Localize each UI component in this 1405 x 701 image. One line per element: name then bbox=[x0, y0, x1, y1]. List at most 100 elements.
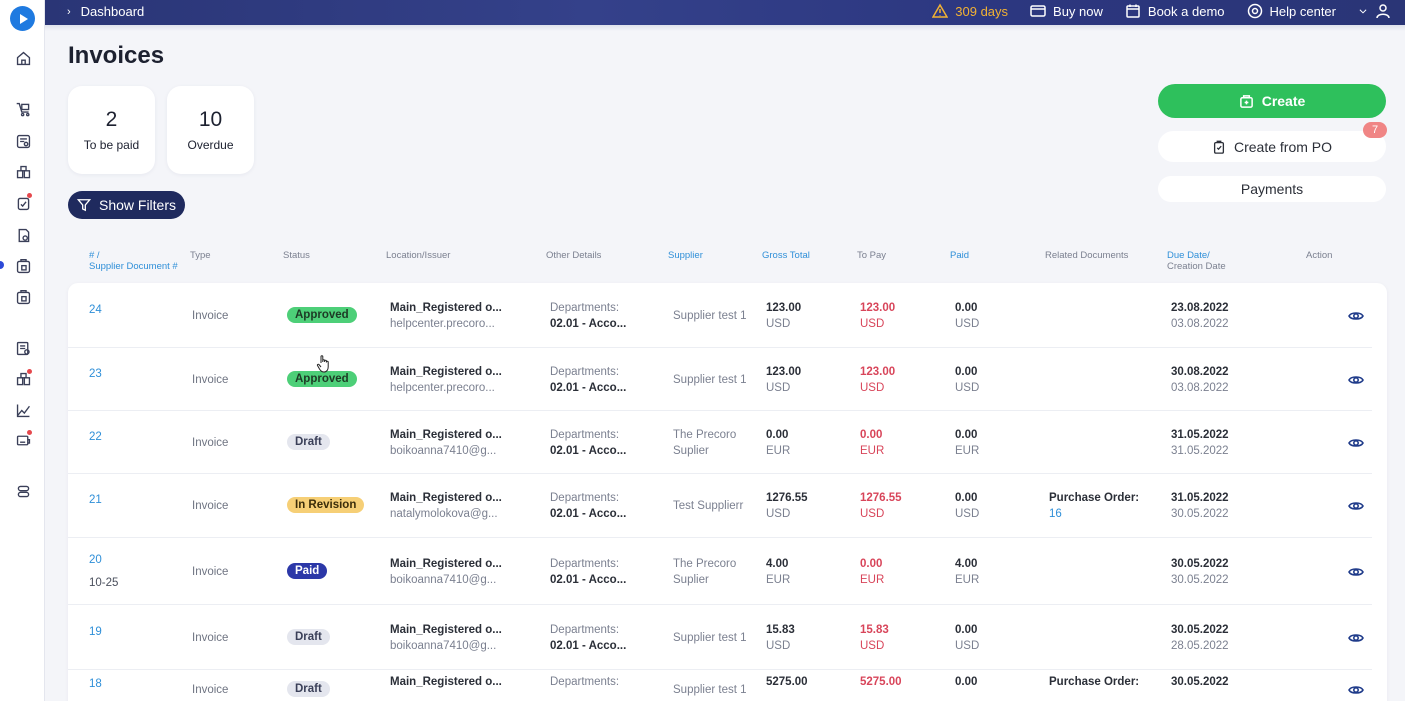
supplier-name: Supplier test 1 bbox=[673, 374, 747, 386]
invoice-number-link[interactable]: 23 bbox=[89, 368, 102, 380]
view-eye-icon[interactable] bbox=[1348, 630, 1364, 646]
orders-icon[interactable] bbox=[13, 131, 33, 151]
table-row[interactable] bbox=[68, 411, 1372, 474]
invoice-type: Invoice bbox=[192, 684, 229, 696]
issuer-email: helpcenter.precoro... bbox=[390, 382, 495, 394]
inventory-icon[interactable] bbox=[13, 369, 33, 389]
to-pay-currency: EUR bbox=[860, 574, 885, 586]
help-center-link[interactable]: Help center bbox=[1247, 3, 1336, 19]
column-to-pay: To Pay bbox=[857, 250, 887, 261]
view-eye-icon[interactable] bbox=[1348, 372, 1364, 388]
status-badge: Paid bbox=[287, 563, 328, 579]
view-eye-icon[interactable] bbox=[1348, 498, 1364, 514]
book-demo-link[interactable]: Book a demo bbox=[1125, 3, 1225, 19]
table-row[interactable] bbox=[68, 474, 1372, 538]
invoice-number-link[interactable]: 22 bbox=[89, 431, 102, 443]
payments-button[interactable]: Payments bbox=[1158, 176, 1386, 202]
table-row[interactable] bbox=[68, 605, 1372, 670]
status-badge: Approved bbox=[287, 371, 357, 387]
user-menu[interactable] bbox=[1358, 3, 1391, 19]
gross-currency: USD bbox=[766, 640, 791, 652]
departments-label: Departments: bbox=[550, 302, 620, 314]
column-gross-total[interactable]: Gross Total bbox=[762, 250, 810, 261]
column-status: Status bbox=[283, 250, 310, 261]
supplier-name-cont: Suplier bbox=[673, 445, 709, 457]
issuer-email: helpcenter.precoro... bbox=[390, 318, 495, 330]
paid-currency: EUR bbox=[955, 574, 980, 586]
invoice-number-link[interactable]: 18 bbox=[89, 678, 102, 690]
stat-label: To be paid bbox=[83, 138, 140, 152]
to-pay-amount: 123.00 bbox=[860, 366, 896, 378]
table-row[interactable] bbox=[68, 348, 1372, 411]
create-button[interactable]: Create bbox=[1158, 84, 1386, 118]
invoice-number-link[interactable]: 19 bbox=[89, 626, 102, 638]
settings-stack-icon[interactable] bbox=[13, 481, 33, 501]
location-name: Main_Registered o... bbox=[390, 429, 502, 441]
to-pay-amount: 123.00 bbox=[860, 302, 896, 314]
suppliers-icon[interactable] bbox=[13, 162, 33, 182]
to-pay-amount: 5275.00 bbox=[860, 676, 902, 688]
to-pay-currency: USD bbox=[860, 640, 885, 652]
paid-amount: 0.00 bbox=[955, 676, 978, 688]
paid-amount: 4.00 bbox=[955, 558, 978, 570]
sidebar bbox=[0, 0, 45, 701]
credit-card-icon bbox=[1030, 5, 1046, 17]
buy-now-link[interactable]: Buy now bbox=[1030, 3, 1103, 19]
receipts-icon[interactable] bbox=[13, 225, 33, 245]
issuer-email: boikoanna7410@g... bbox=[390, 640, 497, 652]
create-from-po-button[interactable]: Create from PO bbox=[1158, 131, 1386, 162]
paid-currency: USD bbox=[955, 640, 980, 652]
expenses-icon[interactable] bbox=[13, 338, 33, 358]
notification-dot bbox=[27, 430, 32, 435]
creation-date: 03.08.2022 bbox=[1171, 382, 1229, 394]
invoices-icon[interactable] bbox=[13, 256, 33, 276]
stat-overdue[interactable]: 10 Overdue bbox=[167, 86, 254, 174]
warehouse-icon[interactable] bbox=[13, 430, 33, 450]
budgets-icon[interactable] bbox=[13, 287, 33, 307]
creation-date: 30.05.2022 bbox=[1171, 574, 1229, 586]
stat-label: Overdue bbox=[187, 138, 234, 152]
lifebuoy-icon bbox=[1247, 3, 1262, 19]
column-number[interactable]: # / Supplier Document # bbox=[89, 250, 178, 272]
trial-days-indicator[interactable]: 309 days bbox=[932, 3, 1008, 19]
gross-currency: EUR bbox=[766, 445, 791, 457]
show-filters-button[interactable]: Show Filters bbox=[68, 191, 185, 219]
home-icon[interactable] bbox=[13, 48, 33, 68]
supplier-name: Supplier test 1 bbox=[673, 684, 747, 696]
chevron-down-icon bbox=[1359, 9, 1367, 14]
notification-dot bbox=[27, 193, 32, 198]
creation-date: 28.05.2022 bbox=[1171, 640, 1229, 652]
view-eye-icon[interactable] bbox=[1348, 682, 1364, 698]
due-date: 23.08.2022 bbox=[1171, 302, 1229, 314]
notification-dot bbox=[27, 369, 32, 374]
stat-to-be-paid[interactable]: 2 To be paid bbox=[68, 86, 155, 174]
view-eye-icon[interactable] bbox=[1348, 308, 1364, 324]
purchase-requests-icon[interactable] bbox=[13, 99, 33, 119]
departments-label: Departments: bbox=[550, 429, 620, 441]
precoro-logo-icon[interactable] bbox=[10, 6, 35, 31]
column-due-date[interactable]: Due Date/Creation Date bbox=[1167, 250, 1226, 272]
invoice-number-link[interactable]: 21 bbox=[89, 494, 102, 506]
breadcrumb-dashboard[interactable]: Dashboard bbox=[80, 4, 145, 19]
column-supplier[interactable]: Supplier bbox=[668, 250, 703, 261]
gross-total: 0.00 bbox=[766, 429, 789, 441]
column-paid[interactable]: Paid bbox=[950, 250, 970, 261]
location-name: Main_Registered o... bbox=[390, 676, 502, 688]
view-eye-icon[interactable] bbox=[1348, 564, 1364, 580]
view-eye-icon[interactable] bbox=[1348, 435, 1364, 451]
table-row[interactable] bbox=[68, 538, 1372, 605]
invoice-number-link[interactable]: 24 bbox=[89, 304, 102, 316]
location-name: Main_Registered o... bbox=[390, 558, 502, 570]
department-value: 02.01 - Acco... bbox=[550, 445, 627, 457]
approvals-icon[interactable] bbox=[13, 193, 33, 213]
supplier-name-cont: Suplier bbox=[673, 574, 709, 586]
filter-icon bbox=[76, 199, 91, 212]
table-row[interactable] bbox=[68, 284, 1372, 348]
invoice-type: Invoice bbox=[192, 437, 229, 449]
creation-date: 30.05.2022 bbox=[1171, 508, 1229, 520]
related-document-link[interactable]: 16 bbox=[1049, 508, 1062, 520]
analytics-icon[interactable] bbox=[13, 400, 33, 420]
paid-amount: 0.00 bbox=[955, 429, 978, 441]
invoice-number-link[interactable]: 20 bbox=[89, 554, 102, 566]
active-indicator bbox=[0, 261, 4, 269]
